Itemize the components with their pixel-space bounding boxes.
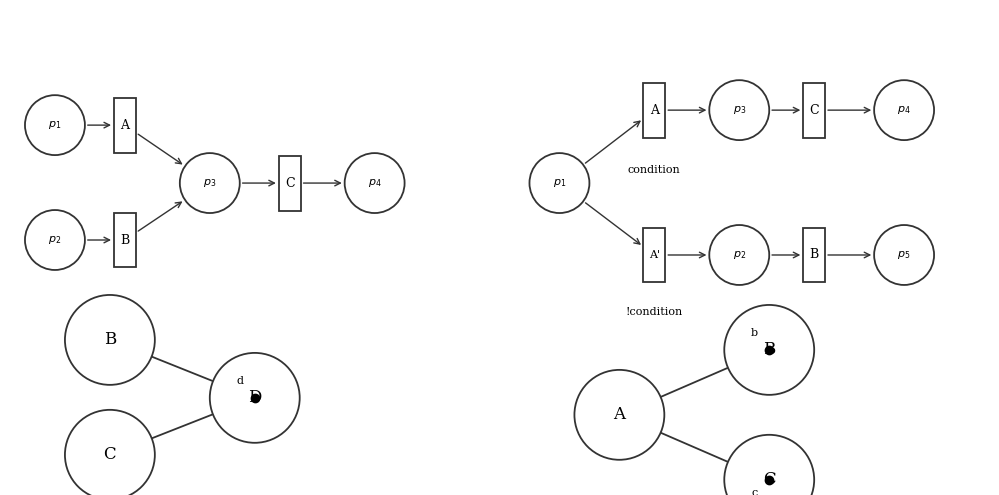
FancyBboxPatch shape [803, 83, 825, 138]
Text: $p_2$: $p_2$ [48, 234, 62, 246]
FancyBboxPatch shape [114, 98, 136, 152]
Circle shape [574, 370, 664, 460]
Text: B: B [104, 332, 116, 348]
Text: C: C [104, 446, 116, 463]
Text: b: b [750, 328, 758, 338]
Text: $p_3$: $p_3$ [203, 177, 217, 189]
Text: C: C [285, 177, 295, 190]
Text: condition: condition [628, 165, 680, 175]
FancyBboxPatch shape [643, 228, 665, 283]
Circle shape [180, 153, 240, 213]
FancyBboxPatch shape [803, 228, 825, 283]
Text: $p_1$: $p_1$ [48, 119, 62, 131]
Text: C: C [809, 103, 819, 117]
Text: C: C [763, 471, 775, 488]
Circle shape [210, 353, 300, 443]
Text: $p_5$: $p_5$ [897, 249, 911, 261]
Text: c: c [751, 488, 757, 495]
Circle shape [709, 80, 769, 140]
Circle shape [65, 295, 155, 385]
Text: $p_3$: $p_3$ [732, 104, 746, 116]
Text: A': A' [648, 250, 660, 260]
Circle shape [874, 80, 934, 140]
Circle shape [65, 410, 155, 495]
Text: A: A [613, 406, 625, 423]
Text: d: d [236, 376, 244, 386]
Text: !condition: !condition [625, 307, 683, 317]
Text: B: B [809, 248, 819, 261]
Circle shape [874, 225, 934, 285]
Text: $p_4$: $p_4$ [897, 104, 911, 116]
FancyBboxPatch shape [279, 155, 301, 210]
FancyBboxPatch shape [643, 83, 665, 138]
Text: $p_1$: $p_1$ [552, 177, 566, 189]
Text: B: B [763, 342, 775, 358]
Text: B: B [120, 234, 130, 247]
Text: A: A [649, 103, 659, 117]
Text: $p_4$: $p_4$ [368, 177, 382, 189]
Circle shape [529, 153, 589, 213]
Circle shape [25, 210, 85, 270]
Circle shape [25, 95, 85, 155]
Circle shape [709, 225, 769, 285]
Circle shape [724, 305, 814, 395]
Circle shape [345, 153, 405, 213]
Circle shape [724, 435, 814, 495]
Text: D: D [248, 390, 262, 406]
FancyBboxPatch shape [114, 212, 136, 267]
Text: A: A [120, 119, 130, 132]
Text: $p_2$: $p_2$ [732, 249, 746, 261]
